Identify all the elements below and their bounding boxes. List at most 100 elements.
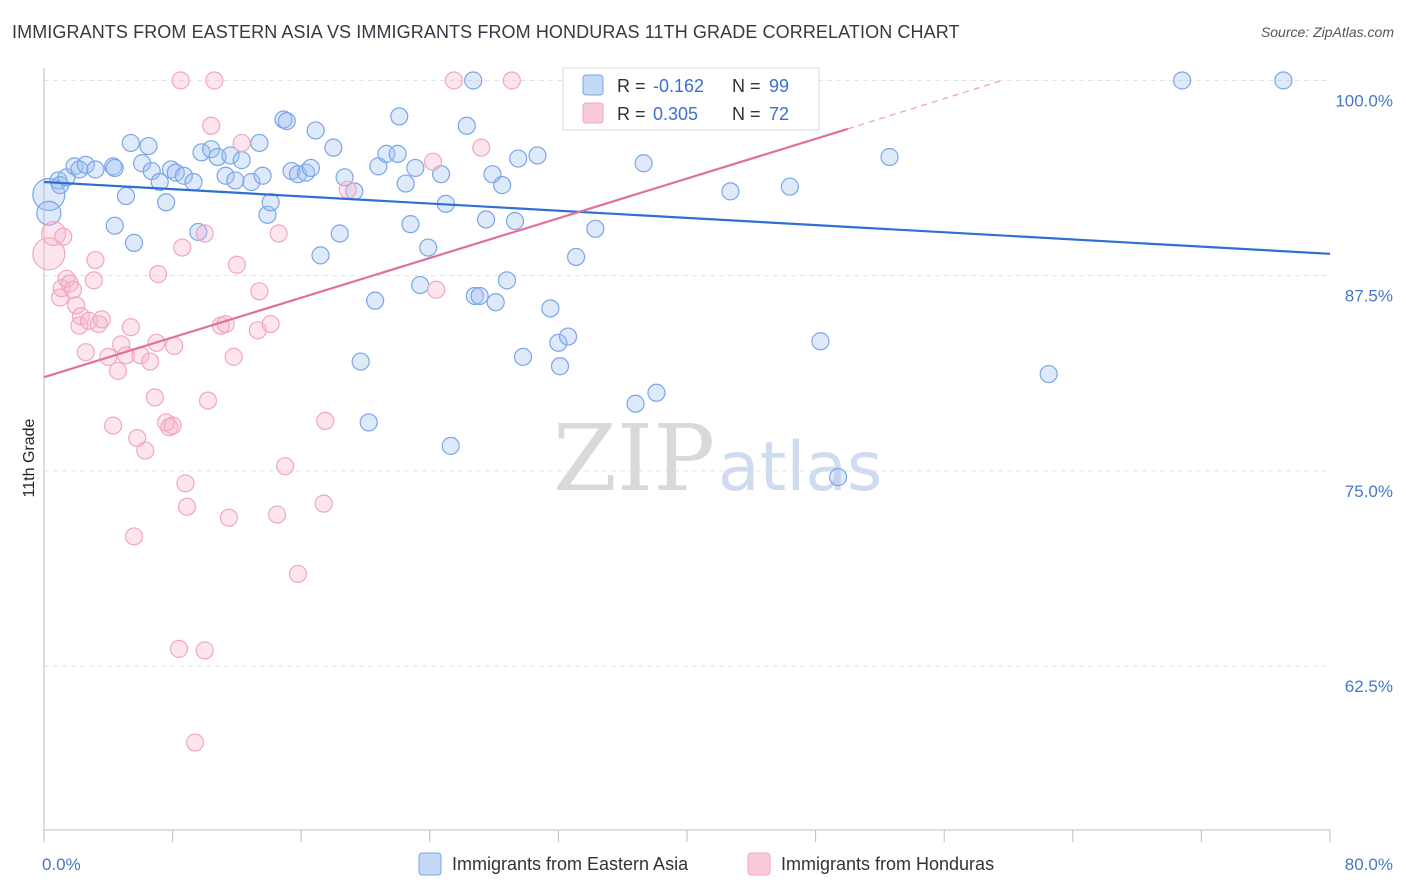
eastern-asia-point [311,246,330,265]
honduras-point [288,564,308,584]
honduras-trend-extension [847,79,1003,130]
eastern-asia-point [476,210,496,229]
y-tick-label: 62.5% [1345,677,1393,696]
honduras-point [232,133,251,153]
x-axis-ticks [43,830,1331,842]
eastern-asia-point [457,116,476,135]
eastern-asia-point [880,147,899,167]
honduras-point [444,71,464,90]
honduras-point [169,639,189,658]
eastern-asia-point [505,211,525,231]
eastern-asia-point [184,172,203,192]
honduras-point [205,71,224,90]
honduras-point [338,180,357,199]
eastern-asia-point [780,177,799,196]
eastern-asia-point [105,158,124,178]
honduras-point [423,152,443,171]
honduras-point [86,250,105,270]
legend-n-value-1: 72 [769,104,789,124]
honduras-point [173,238,192,257]
bottom-legend-label-honduras: Immigrants from Honduras [781,854,994,874]
honduras-point [227,255,246,274]
eastern-asia-point [558,327,578,346]
y-tick-label: 87.5% [1345,287,1393,306]
honduras-point [92,310,111,329]
eastern-asia-point [157,193,176,212]
gridlines [44,79,1330,667]
eastern-asia-point [388,144,407,163]
eastern-asia-point [411,275,430,295]
eastern-asia-point [250,133,269,153]
honduras-point [140,352,160,371]
eastern-asia-point [829,468,848,487]
source-credit: Source: ZipAtlas.com [1260,24,1394,40]
eastern-asia-point [634,154,653,173]
eastern-asia-point [242,172,261,192]
eastern-asia-point [221,146,240,165]
legend-swatch-honduras [582,102,604,124]
eastern-asia-point [132,154,152,173]
honduras-point [314,494,333,513]
honduras-point [267,505,287,524]
honduras-point [176,474,195,493]
honduras-point [54,227,73,246]
honduras-point [472,138,491,157]
eastern-asia-point [232,151,251,170]
series-legend: Immigrants from Eastern Asia Immigrants … [418,852,994,876]
eastern-asia-point [324,138,343,157]
honduras-point [70,316,89,335]
honduras-point [108,361,128,381]
eastern-asia-point [497,271,517,290]
honduras-point [136,441,155,460]
honduras-point [63,280,83,299]
y-tick-labels: 62.5% 75.0% 87.5% 100.0% [1335,91,1393,696]
eastern-asia-point [509,149,528,168]
eastern-asia-point [1274,71,1293,90]
legend-r-value-0: -0.162 [653,76,704,96]
legend-n-value-0: 99 [769,76,789,96]
x-tick-label-min: 0.0% [42,855,81,874]
eastern-asia-point [647,383,666,402]
honduras-point [76,343,95,362]
eastern-asia-point [586,219,605,238]
eastern-asia-point [566,247,586,267]
honduras-point [84,271,103,290]
honduras-point [67,296,86,315]
honduras-point [171,71,190,90]
honduras-point [121,318,140,337]
legend-r-label-0: R = [617,76,646,96]
x-tick-label-max: 80.0% [1345,855,1393,874]
honduras-point [195,641,214,660]
honduras-point [198,391,218,410]
honduras-point [41,220,67,247]
eastern-asia-point [366,291,385,310]
eastern-asia-point [626,394,645,413]
honduras-point [124,527,144,546]
legend-r-label-1: R = [617,104,646,124]
eastern-asia-point [189,222,208,242]
eastern-asia-point [464,71,483,90]
eastern-asia-point [116,186,136,206]
honduras-point [276,457,295,476]
honduras-point [163,416,182,435]
eastern-asia-point [541,299,560,318]
eastern-asia-point [1039,364,1058,384]
honduras-point [427,280,446,299]
series-honduras-points [32,71,619,752]
y-tick-label: 75.0% [1345,482,1393,501]
eastern-asia-point [401,215,420,234]
legend-n-label-0: N = [732,76,761,96]
honduras-point [224,347,243,366]
correlation-legend: R = -0.162 N = 99 R = 0.305 N = 72 [562,67,820,131]
bottom-legend-label-eastern-asia: Immigrants from Eastern Asia [452,854,689,874]
eastern-asia-point [465,286,484,306]
honduras-point [177,497,197,516]
legend-r-value-1: 0.305 [653,104,698,124]
eastern-asia-point [351,352,370,371]
bottom-legend-swatch-honduras [747,852,771,876]
trend-lines [43,79,1331,379]
honduras-point [261,314,280,334]
eastern-asia-point [486,293,505,312]
eastern-asia-point [441,436,460,455]
eastern-asia-point [174,166,193,185]
